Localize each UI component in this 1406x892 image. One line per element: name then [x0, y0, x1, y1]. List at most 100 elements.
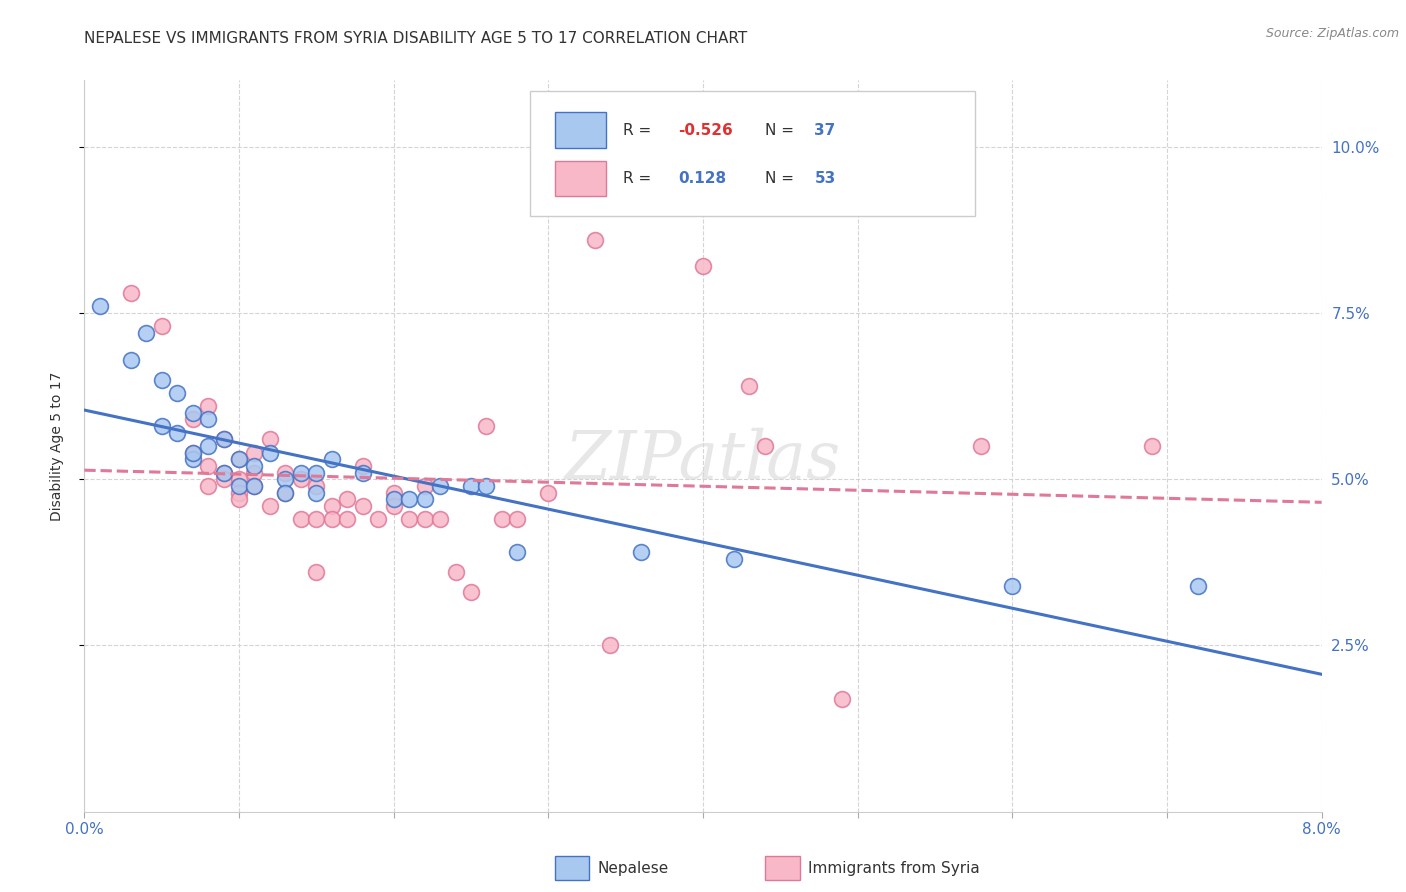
Point: [336, 512, 359, 526]
Point: [475, 479, 498, 493]
Text: Source: ZipAtlas.com: Source: ZipAtlas.com: [1265, 27, 1399, 40]
Point: [1001, 579, 1024, 593]
Point: [181, 445, 204, 459]
Point: [444, 566, 467, 580]
Point: [413, 492, 436, 507]
Text: Immigrants from Syria: Immigrants from Syria: [808, 861, 980, 876]
Point: [305, 512, 328, 526]
Point: [290, 512, 312, 526]
Point: [398, 512, 420, 526]
Bar: [554, 856, 589, 880]
Point: [228, 479, 250, 493]
Point: [506, 545, 529, 559]
Point: [212, 433, 235, 447]
Point: [197, 412, 219, 426]
Point: [398, 492, 420, 507]
Point: [181, 452, 204, 467]
Point: [506, 512, 529, 526]
Point: [135, 326, 157, 340]
Point: [352, 499, 374, 513]
Point: [243, 479, 266, 493]
Point: [228, 485, 250, 500]
Point: [970, 439, 993, 453]
Text: 0.128: 0.128: [678, 170, 727, 186]
Point: [831, 691, 853, 706]
Text: R =: R =: [623, 122, 655, 137]
Point: [212, 466, 235, 480]
Point: [166, 425, 188, 440]
Point: [305, 466, 328, 480]
Point: [305, 479, 328, 493]
Point: [212, 472, 235, 486]
Point: [336, 492, 359, 507]
Point: [290, 466, 312, 480]
Point: [491, 512, 513, 526]
Text: NEPALESE VS IMMIGRANTS FROM SYRIA DISABILITY AGE 5 TO 17 CORRELATION CHART: NEPALESE VS IMMIGRANTS FROM SYRIA DISABI…: [84, 31, 748, 46]
Point: [460, 479, 482, 493]
Point: [243, 458, 266, 473]
Point: [166, 385, 188, 400]
Point: [150, 372, 173, 386]
Point: [382, 499, 405, 513]
Point: [692, 260, 714, 274]
Point: [1187, 579, 1209, 593]
Point: [599, 639, 621, 653]
Point: [197, 479, 219, 493]
Point: [429, 479, 451, 493]
Point: [583, 233, 606, 247]
Point: [259, 445, 281, 459]
Point: [150, 419, 173, 434]
Text: N =: N =: [765, 122, 799, 137]
Point: [243, 466, 266, 480]
Text: ZIPatlas: ZIPatlas: [565, 428, 841, 493]
Bar: [554, 161, 606, 196]
Point: [212, 433, 235, 447]
Point: [290, 472, 312, 486]
Point: [181, 412, 204, 426]
Point: [321, 512, 343, 526]
Point: [460, 585, 482, 599]
Point: [352, 466, 374, 480]
Point: [382, 492, 405, 507]
Point: [228, 452, 250, 467]
Point: [475, 419, 498, 434]
Point: [120, 352, 142, 367]
Point: [367, 512, 389, 526]
Point: [321, 452, 343, 467]
Point: [1140, 439, 1163, 453]
Point: [228, 452, 250, 467]
Point: [228, 492, 250, 507]
Point: [259, 433, 281, 447]
Bar: [765, 856, 800, 880]
Point: [274, 485, 297, 500]
Point: [212, 466, 235, 480]
Point: [259, 499, 281, 513]
Text: 53: 53: [814, 170, 835, 186]
Point: [89, 299, 111, 313]
Point: [228, 472, 250, 486]
Point: [537, 485, 560, 500]
Text: R =: R =: [623, 170, 655, 186]
Point: [723, 552, 745, 566]
Point: [120, 286, 142, 301]
Text: Nepalese: Nepalese: [598, 861, 669, 876]
Point: [274, 466, 297, 480]
Point: [429, 512, 451, 526]
Point: [630, 545, 652, 559]
Point: [181, 406, 204, 420]
Point: [305, 485, 328, 500]
Bar: [554, 112, 606, 147]
Point: [274, 485, 297, 500]
Point: [413, 512, 436, 526]
Point: [382, 485, 405, 500]
Point: [243, 479, 266, 493]
Text: 37: 37: [814, 122, 835, 137]
Point: [197, 399, 219, 413]
Text: -0.526: -0.526: [678, 122, 733, 137]
Point: [352, 458, 374, 473]
Point: [197, 458, 219, 473]
Point: [181, 445, 204, 459]
Point: [243, 445, 266, 459]
Y-axis label: Disability Age 5 to 17: Disability Age 5 to 17: [49, 371, 63, 521]
Point: [274, 472, 297, 486]
